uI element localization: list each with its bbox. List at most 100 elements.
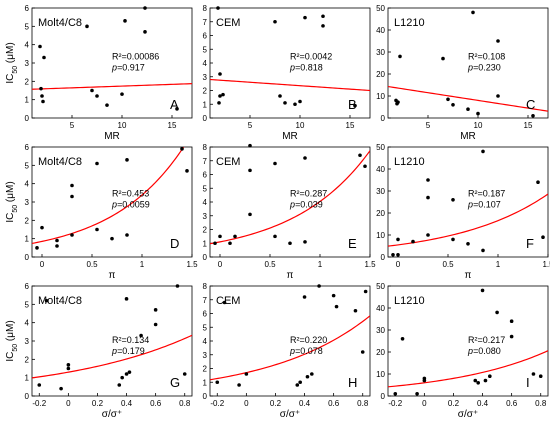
data-point — [40, 94, 44, 98]
x-tick-label: 0.5 — [86, 260, 98, 269]
fit-curve — [388, 85, 548, 112]
data-point — [303, 15, 307, 20]
y-tick-label: 0 — [25, 114, 30, 123]
x-axis-label: σ/σ⁺ — [458, 409, 478, 420]
x-tick-label: 0.8 — [179, 399, 191, 408]
data-point — [305, 374, 310, 379]
data-point — [213, 241, 217, 246]
data-point — [273, 234, 277, 239]
data-point — [180, 147, 184, 151]
r-squared-text: R²=0.0042 — [290, 52, 332, 62]
y-tick-label: 10 — [376, 370, 385, 379]
data-point — [400, 337, 405, 341]
data-point — [531, 114, 535, 118]
data-point — [496, 94, 500, 98]
x-tick-label: 10 — [118, 121, 127, 130]
p-value-text: p=0.818 — [289, 63, 323, 73]
data-point — [509, 334, 514, 339]
fit-curve — [210, 150, 370, 245]
panel-letter: B — [348, 97, 357, 112]
x-tick-label: 0.6 — [506, 399, 518, 408]
panel-letter: I — [526, 375, 530, 390]
x-tick-label: -0.2 — [32, 399, 46, 408]
data-point — [488, 374, 492, 379]
x-tick-label: 0.8 — [535, 399, 547, 408]
r-squared-text: R²=0.453 — [112, 189, 149, 199]
data-point — [283, 101, 287, 105]
y-tick-label: 20 — [376, 70, 385, 79]
p-value-text: p=0.039 — [289, 200, 323, 210]
data-point — [66, 363, 71, 367]
y-tick-label: 8 — [203, 282, 208, 291]
cell-line-label: CEM — [216, 156, 240, 168]
x-axis-label: π — [109, 270, 116, 281]
data-point — [125, 158, 129, 162]
x-tick-label: 5 — [70, 121, 75, 130]
fit-curve — [388, 350, 548, 388]
x-tick-label: 0 — [66, 399, 71, 408]
data-point — [218, 94, 222, 98]
panel-a: 5 10 15 0 1 2 3 4 5 6 MR IC50 (μM) Molt4/C8 R²=0.0008… — [5, 4, 193, 142]
data-point — [124, 297, 129, 301]
plot-frame — [387, 146, 549, 258]
x-tick-label: 0.8 — [357, 399, 369, 408]
fit-curve — [32, 83, 192, 90]
data-point — [95, 227, 99, 232]
x-axis-label: σ/σ⁺ — [280, 409, 300, 420]
x-axis-label: π — [287, 270, 294, 281]
y-tick-label: 5 — [203, 323, 208, 332]
x-tick-label: -0.2 — [210, 399, 224, 408]
data-point — [295, 383, 300, 387]
data-point — [298, 99, 302, 104]
data-point — [451, 198, 455, 202]
data-point — [153, 322, 158, 327]
data-point — [481, 149, 485, 154]
x-axis-label: σ/σ⁺ — [102, 409, 122, 420]
data-point — [248, 212, 252, 217]
x-tick-label: 15 — [524, 121, 533, 130]
data-point — [426, 195, 430, 200]
y-tick-label: 0 — [203, 114, 208, 123]
data-point — [298, 380, 302, 385]
data-point — [182, 372, 187, 376]
data-point — [185, 169, 189, 173]
y-tick-label: 6 — [25, 143, 30, 152]
r-squared-text: R²=0.220 — [290, 335, 327, 345]
x-tick-label: 0.5 — [442, 260, 454, 269]
p-value-text: p=0.0059 — [111, 200, 150, 210]
y-tick-label: 0 — [25, 392, 30, 401]
x-tick-label: 1 — [496, 260, 501, 269]
y-tick-label: 4 — [25, 180, 30, 189]
x-tick-label: 0.6 — [150, 399, 162, 408]
y-tick-label: 1 — [203, 100, 208, 109]
y-axis-label: IC50 (μM) — [5, 181, 19, 222]
data-point — [70, 233, 74, 237]
data-point — [334, 304, 339, 309]
fit-curve — [210, 315, 370, 381]
y-tick-label: 0 — [203, 392, 208, 401]
x-tick-label: 0.5 — [264, 260, 276, 269]
x-tick-label: 0.6 — [328, 399, 340, 408]
data-point — [495, 310, 499, 315]
x-tick-label: 15 — [346, 121, 355, 130]
data-point — [110, 236, 114, 241]
data-point — [123, 19, 127, 23]
data-point — [393, 392, 398, 396]
y-tick-label: 6 — [25, 4, 30, 13]
x-tick-label: 0.2 — [270, 399, 282, 408]
x-tick-label: 0 — [396, 260, 401, 269]
y-tick-label: 0 — [203, 253, 208, 262]
data-point — [411, 239, 415, 244]
data-point — [321, 14, 325, 19]
data-point — [451, 237, 455, 242]
data-point — [391, 253, 395, 257]
data-point — [41, 99, 45, 104]
cell-line-label: L1210 — [394, 156, 425, 168]
y-tick-label: 50 — [376, 4, 385, 13]
x-tick-label: 5 — [248, 121, 253, 130]
data-point — [117, 383, 122, 387]
data-point — [451, 103, 455, 107]
